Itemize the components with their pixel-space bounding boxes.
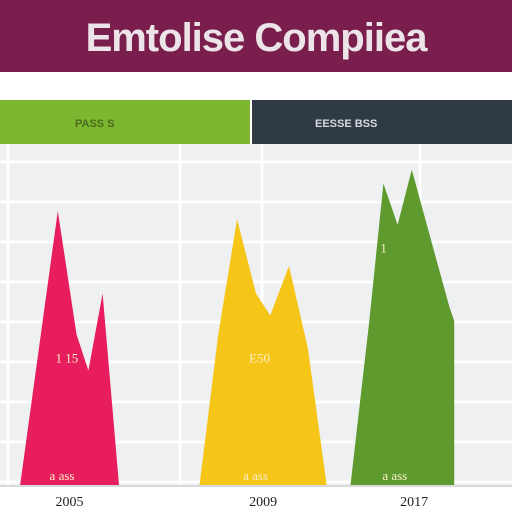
chart-title: Emtolise Compiiea — [85, 16, 428, 60]
series-3-base-label: a ass — [382, 468, 407, 483]
label-layer: 1 15 a ass E50 a ass 1 a ass — [50, 240, 408, 483]
x-tick-label: 2009 — [249, 495, 277, 510]
series-1-base-label: a ass — [50, 468, 75, 483]
title-bar: Emtolise Compiiea — [0, 0, 512, 72]
header-band-right — [252, 100, 512, 144]
header-band-left — [0, 100, 250, 144]
series-layer — [0, 169, 512, 487]
series-2-base-label: a ass — [243, 468, 268, 483]
area-series-1 — [20, 211, 120, 486]
series-1-value-label: 1 15 — [56, 350, 79, 365]
series-3-value-label: 1 — [380, 240, 387, 255]
series-2-value-label: E50 — [249, 350, 270, 365]
x-tick-label: 2005 — [56, 495, 84, 510]
x-ticks: 2005 2009 2017 — [56, 495, 429, 510]
header-right-label: EESSE BSS — [315, 118, 377, 130]
area-series-3 — [350, 169, 455, 487]
header-left-label: PASS S — [75, 118, 115, 130]
x-tick-label: 2017 — [400, 495, 428, 510]
area-series-2 — [199, 219, 327, 487]
chart-area: PASS S EESSE BSS 1 15 a ass E50 a ass 1 a ass… — [0, 100, 512, 510]
